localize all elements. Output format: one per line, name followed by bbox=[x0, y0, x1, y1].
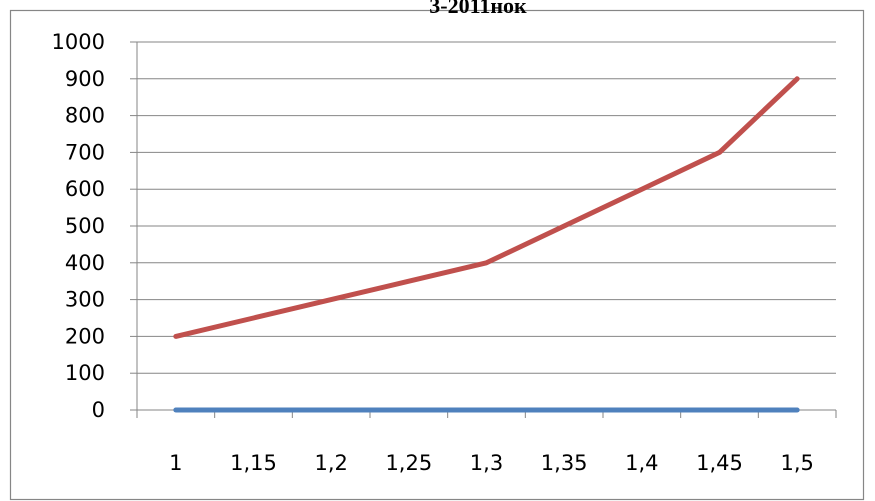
x-tick-label: 1,5 bbox=[780, 451, 813, 475]
y-tick-label: 900 bbox=[65, 67, 105, 91]
x-tick-label: 1 bbox=[169, 451, 182, 475]
y-tick-label: 200 bbox=[65, 324, 105, 348]
chart-border bbox=[9, 9, 865, 501]
y-tick-label: 1000 bbox=[52, 30, 105, 54]
y-tick-label: 600 bbox=[65, 177, 105, 201]
x-tick-label: 1,25 bbox=[385, 451, 432, 475]
x-tick-label: 1,2 bbox=[314, 451, 347, 475]
y-tick-label: 500 bbox=[65, 214, 105, 238]
y-tick-label: 400 bbox=[65, 251, 105, 275]
y-tick-label: 100 bbox=[65, 361, 105, 385]
x-tick-label: 1,15 bbox=[230, 451, 277, 475]
y-tick-label: 800 bbox=[65, 104, 105, 128]
chart-title: 3-2011нок bbox=[429, 0, 527, 18]
x-tick-label: 1,35 bbox=[541, 451, 588, 475]
y-tick-label: 700 bbox=[65, 140, 105, 164]
y-tick-label: 300 bbox=[65, 288, 105, 312]
x-tick-label: 1,4 bbox=[625, 451, 658, 475]
x-tick-label: 1,3 bbox=[470, 451, 503, 475]
x-tick-label: 1,45 bbox=[696, 451, 743, 475]
gridlines bbox=[137, 41, 836, 374]
series-line-2 bbox=[173, 76, 800, 339]
series-lines bbox=[173, 76, 800, 413]
tick-labels: 0 100 200 300 400 500 600 700 800 900 1000 1 1,15 1,2… bbox=[52, 30, 814, 475]
y-tick-label: 0 bbox=[92, 398, 105, 422]
